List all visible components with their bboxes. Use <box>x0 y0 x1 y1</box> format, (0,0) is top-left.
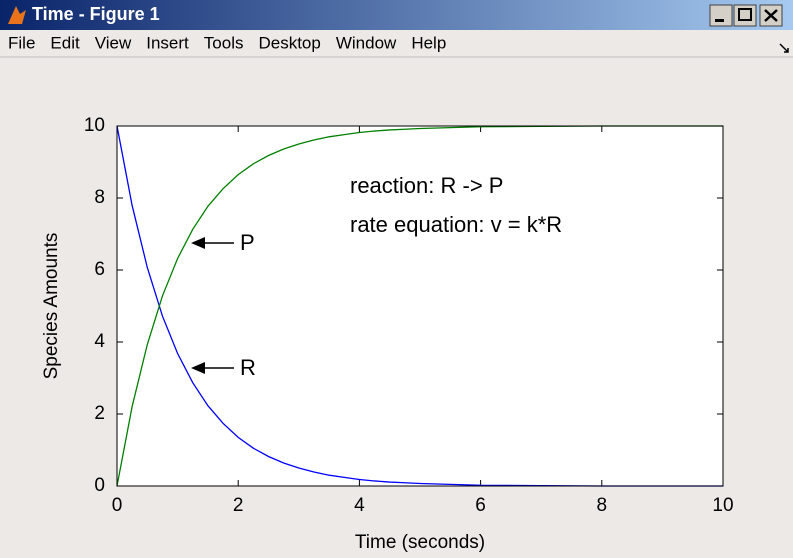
dock-arrow[interactable] <box>779 43 789 53</box>
x-tick-label: 10 <box>712 495 733 516</box>
series-line <box>116 125 723 487</box>
y-axis-label: Species Amounts <box>41 233 62 380</box>
x-tick-label: 6 <box>475 495 486 516</box>
title-bar <box>0 0 793 30</box>
x-axis-label: Time (seconds) <box>355 532 485 553</box>
close-button[interactable] <box>759 4 783 27</box>
y-tick-label: 8 <box>94 187 105 208</box>
menu-items: File Edit View Insert Tools Desktop Window Help <box>8 33 446 52</box>
plot-area <box>117 126 723 486</box>
menu-item[interactable]: Edit <box>50 33 80 52</box>
arrow-head <box>191 362 205 374</box>
series-line <box>116 125 723 487</box>
x-tick-label: 2 <box>233 495 244 516</box>
menu-bar <box>0 30 793 56</box>
x-tick-label: 8 <box>597 495 608 516</box>
y-tick-label: 0 <box>94 475 105 496</box>
chart: 0 2 4 6 8 10 0 2 4 6 8 10 Time (seconds) Species Amou… <box>41 115 734 553</box>
menu-item[interactable]: Help <box>411 33 446 52</box>
menu-item[interactable]: File <box>8 33 35 52</box>
maximize-button[interactable] <box>733 4 757 27</box>
minimize-button[interactable] <box>709 4 733 27</box>
y-tick-label: 6 <box>94 259 105 280</box>
y-tick-label: 10 <box>84 115 105 136</box>
menu-item[interactable]: View <box>95 33 132 52</box>
y-tick-label: 2 <box>94 403 105 424</box>
x-tick-label: 4 <box>354 495 365 516</box>
menu-item[interactable]: Desktop <box>258 33 320 52</box>
y-tick-label: 4 <box>94 331 105 352</box>
arrow-label: P <box>240 230 255 255</box>
x-tick-label: 0 <box>112 495 123 516</box>
axes-box <box>116 125 724 487</box>
menu-item[interactable]: Window <box>336 33 397 52</box>
app-icon <box>8 6 26 24</box>
arrow-head <box>191 237 205 249</box>
menu-item[interactable]: Insert <box>146 33 189 52</box>
annotation: reaction: R -> P <box>350 173 503 198</box>
menu-item[interactable]: Tools <box>204 33 244 52</box>
annotation: rate equation: v = k*R <box>350 212 562 237</box>
window-title: Time - Figure 1 <box>32 4 160 24</box>
arrow-label: R <box>240 355 256 380</box>
